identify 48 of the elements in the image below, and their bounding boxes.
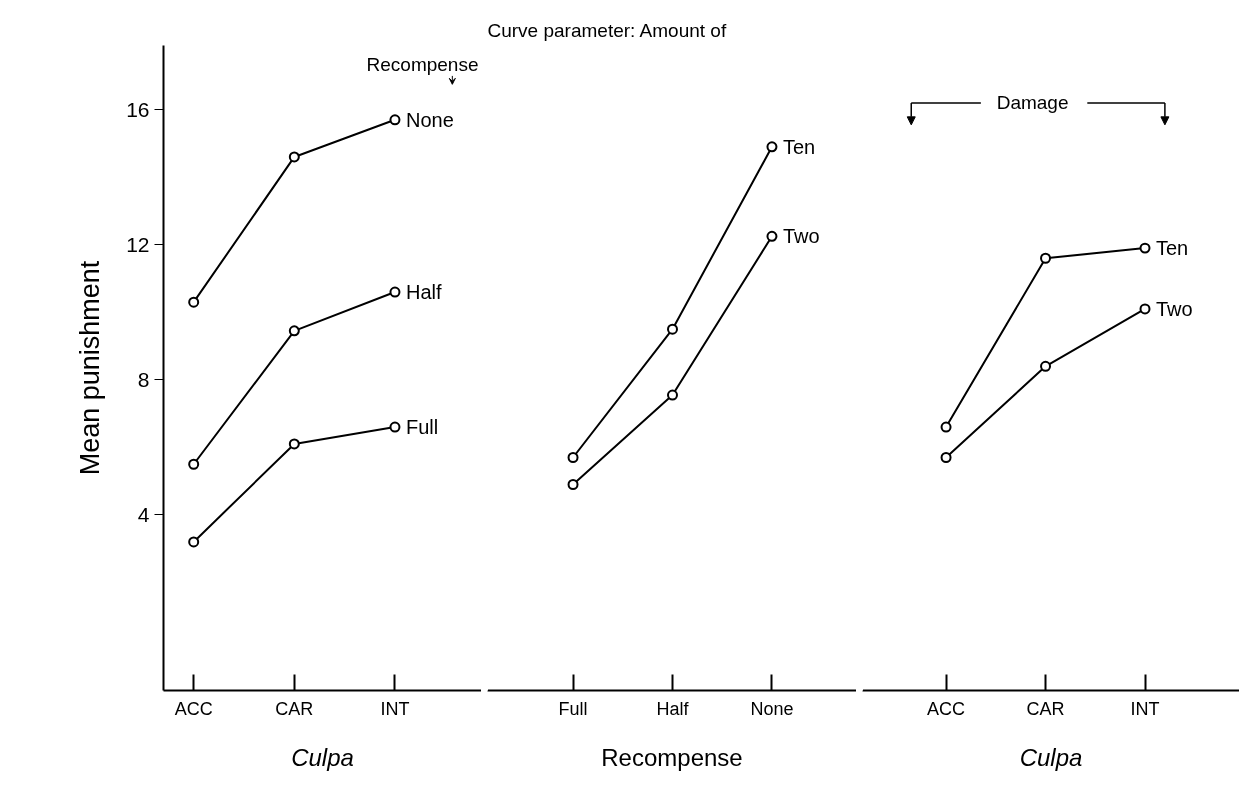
point: [288, 438, 300, 450]
point: [389, 421, 401, 433]
series-label: Ten: [782, 135, 816, 158]
x-tick-label: CAR: [1026, 698, 1065, 719]
point: [188, 458, 200, 470]
y-tick-label: 16: [126, 97, 150, 121]
point: [667, 389, 678, 401]
chart-title: Curve parameter: Amount of: [487, 19, 727, 41]
point: [1040, 252, 1052, 264]
series-label: Ten: [1156, 237, 1189, 260]
x-tick-label: INT: [1130, 698, 1160, 719]
series-label: Half: [405, 281, 442, 304]
point: [766, 141, 778, 153]
series-label: Full: [405, 416, 439, 439]
x-tick-label: CAR: [275, 698, 314, 719]
point: [940, 421, 952, 433]
annotation: Recompense: [366, 53, 479, 75]
point: [1139, 303, 1151, 315]
series-label: None: [405, 108, 454, 131]
point: [188, 296, 200, 308]
point: [389, 114, 401, 126]
point: [188, 536, 200, 548]
point: [940, 452, 952, 463]
series-label: Two: [1156, 297, 1193, 320]
point: [567, 452, 579, 463]
point: [288, 151, 300, 163]
x-tick-label: Half: [656, 698, 690, 719]
y-tick-label: 4: [137, 502, 150, 526]
x-tick-label: INT: [380, 698, 410, 719]
y-tick-label: 8: [137, 367, 150, 391]
annotation: Damage: [996, 92, 1069, 114]
x-axis-title: Culpa: [1019, 743, 1083, 771]
series-label: Two: [782, 225, 820, 248]
point: [288, 325, 300, 337]
x-tick-label: Full: [558, 698, 588, 719]
x-tick-label: ACC: [174, 698, 213, 719]
point: [1040, 360, 1052, 372]
x-axis-title: Recompense: [601, 743, 743, 771]
point: [567, 479, 579, 490]
x-tick-label: ACC: [927, 698, 966, 719]
y-axis-title: Mean punishment: [75, 260, 106, 476]
y-tick-label: 12: [126, 232, 150, 256]
x-axis-title: Culpa: [291, 743, 354, 771]
x-tick-label: None: [750, 698, 794, 719]
point: [667, 323, 678, 335]
point: [389, 286, 401, 298]
point: [1139, 242, 1151, 254]
point: [766, 230, 778, 242]
